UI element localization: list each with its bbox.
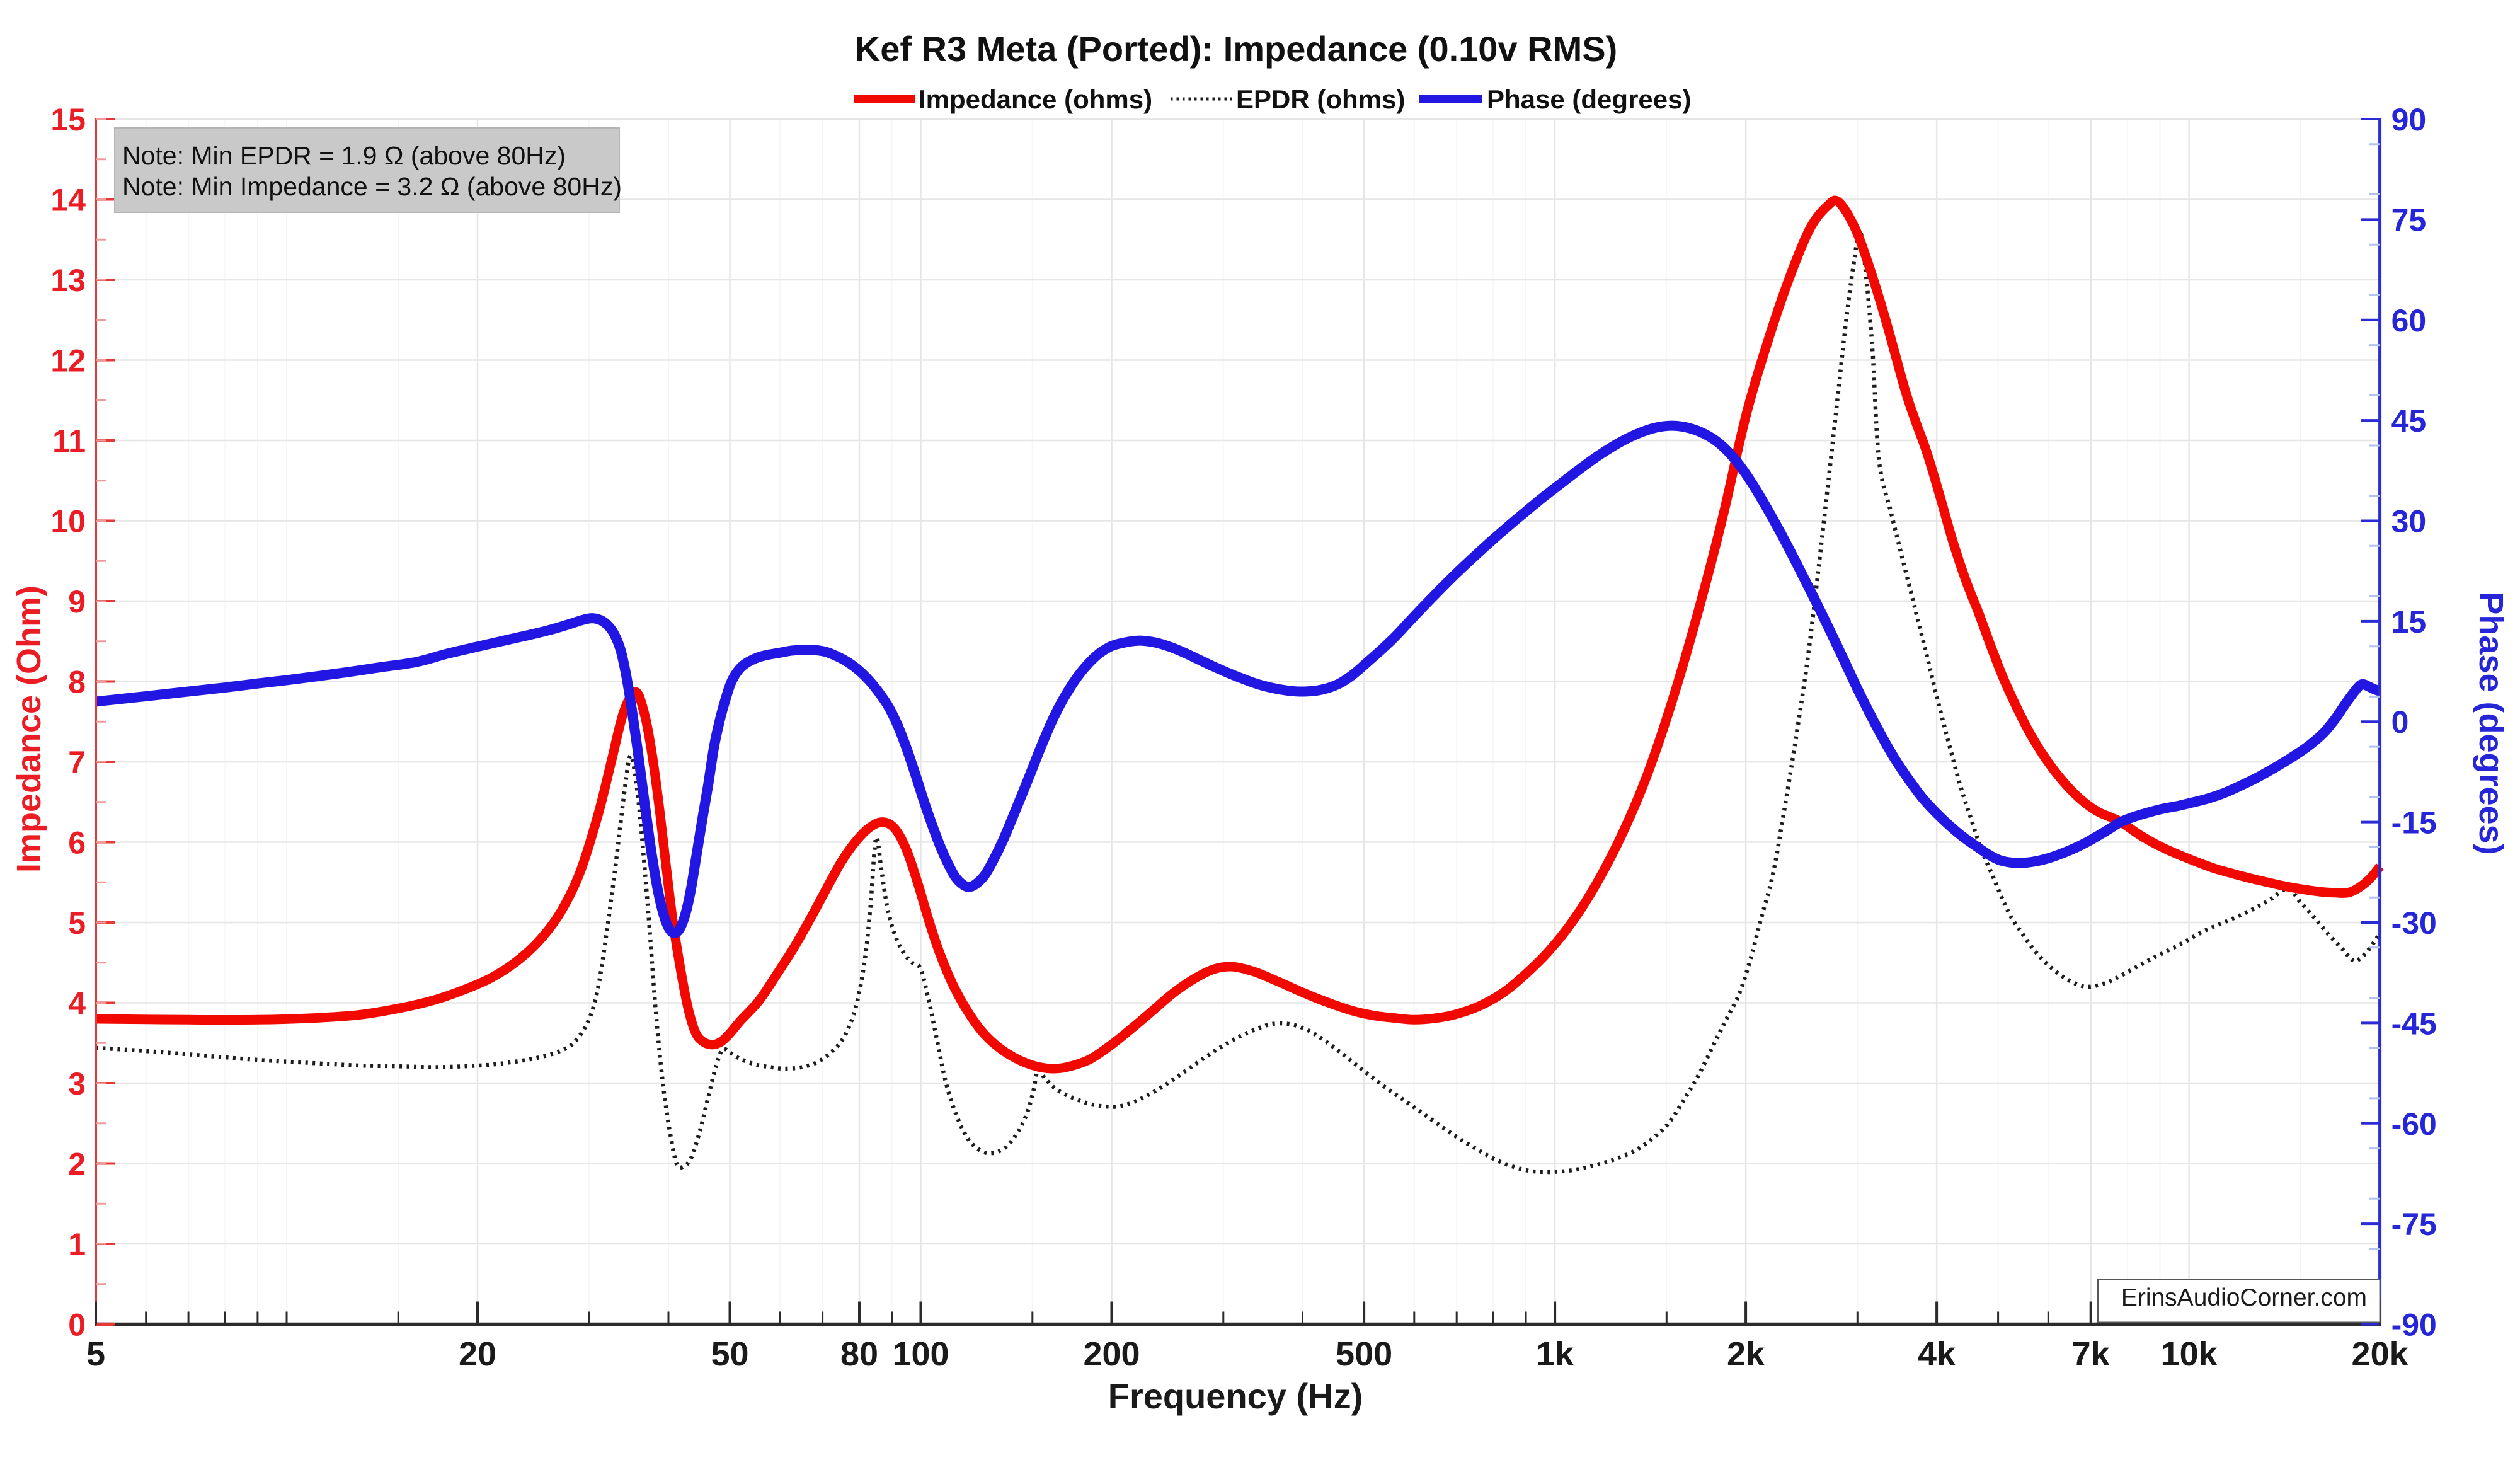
svg-text:Impedance (Ohm): Impedance (Ohm) [10, 585, 48, 873]
svg-text:Note: Min Impedance = 3.2 Ω (a: Note: Min Impedance = 3.2 Ω (above 80Hz) [122, 172, 622, 201]
svg-text:500: 500 [1336, 1335, 1392, 1373]
svg-text:80: 80 [840, 1335, 878, 1373]
svg-text:10k: 10k [2161, 1335, 2218, 1373]
svg-text:-90: -90 [2391, 1307, 2437, 1343]
svg-text:10: 10 [50, 504, 86, 539]
svg-text:90: 90 [2391, 102, 2427, 137]
svg-text:1: 1 [68, 1227, 86, 1262]
svg-text:Kef R3 Meta (Ported): Impedanc: Kef R3 Meta (Ported): Impedance (0.10v R… [855, 29, 1617, 69]
svg-text:-75: -75 [2391, 1207, 2437, 1242]
svg-text:4k: 4k [1918, 1335, 1956, 1373]
svg-text:-60: -60 [2391, 1106, 2437, 1142]
svg-text:45: 45 [2391, 403, 2427, 439]
svg-text:5: 5 [86, 1335, 105, 1373]
svg-text:0: 0 [68, 1307, 86, 1343]
svg-text:Note: Min EPDR = 1.9 Ω (above: Note: Min EPDR = 1.9 Ω (above 80Hz) [122, 141, 566, 170]
svg-text:6: 6 [68, 825, 86, 861]
svg-text:7: 7 [68, 745, 86, 780]
svg-text:-15: -15 [2391, 805, 2437, 841]
svg-text:50: 50 [711, 1335, 748, 1373]
svg-text:13: 13 [50, 263, 86, 298]
svg-text:20k: 20k [2352, 1335, 2409, 1373]
svg-text:75: 75 [2391, 202, 2427, 238]
svg-text:30: 30 [2391, 504, 2427, 539]
svg-text:15: 15 [2391, 604, 2427, 640]
svg-text:-30: -30 [2391, 905, 2437, 941]
svg-text:4: 4 [68, 986, 86, 1021]
svg-text:EPDR (ohms): EPDR (ohms) [1236, 84, 1405, 114]
svg-text:-45: -45 [2391, 1006, 2437, 1041]
svg-text:15: 15 [50, 102, 86, 137]
svg-text:14: 14 [50, 183, 86, 218]
svg-text:7k: 7k [2072, 1335, 2110, 1373]
svg-text:100: 100 [892, 1335, 949, 1373]
svg-text:Frequency (Hz): Frequency (Hz) [1108, 1376, 1363, 1416]
svg-text:2k: 2k [1727, 1335, 1765, 1373]
svg-text:0: 0 [2391, 704, 2409, 740]
svg-text:2: 2 [68, 1147, 86, 1182]
svg-text:1k: 1k [1536, 1335, 1574, 1373]
svg-text:20: 20 [459, 1335, 496, 1373]
svg-text:ErinsAudioCorner.com: ErinsAudioCorner.com [2121, 1284, 2367, 1311]
svg-text:Impedance (ohms): Impedance (ohms) [919, 84, 1152, 114]
svg-text:Phase (degrees): Phase (degrees) [1487, 84, 1691, 114]
svg-text:12: 12 [50, 343, 86, 379]
svg-text:8: 8 [68, 665, 86, 700]
svg-text:9: 9 [68, 584, 86, 619]
svg-text:60: 60 [2391, 303, 2427, 338]
svg-text:3: 3 [68, 1066, 86, 1101]
svg-text:11: 11 [52, 423, 86, 459]
svg-text:Phase (degrees): Phase (degrees) [2472, 592, 2510, 854]
svg-text:5: 5 [68, 905, 86, 941]
svg-text:200: 200 [1083, 1335, 1140, 1373]
